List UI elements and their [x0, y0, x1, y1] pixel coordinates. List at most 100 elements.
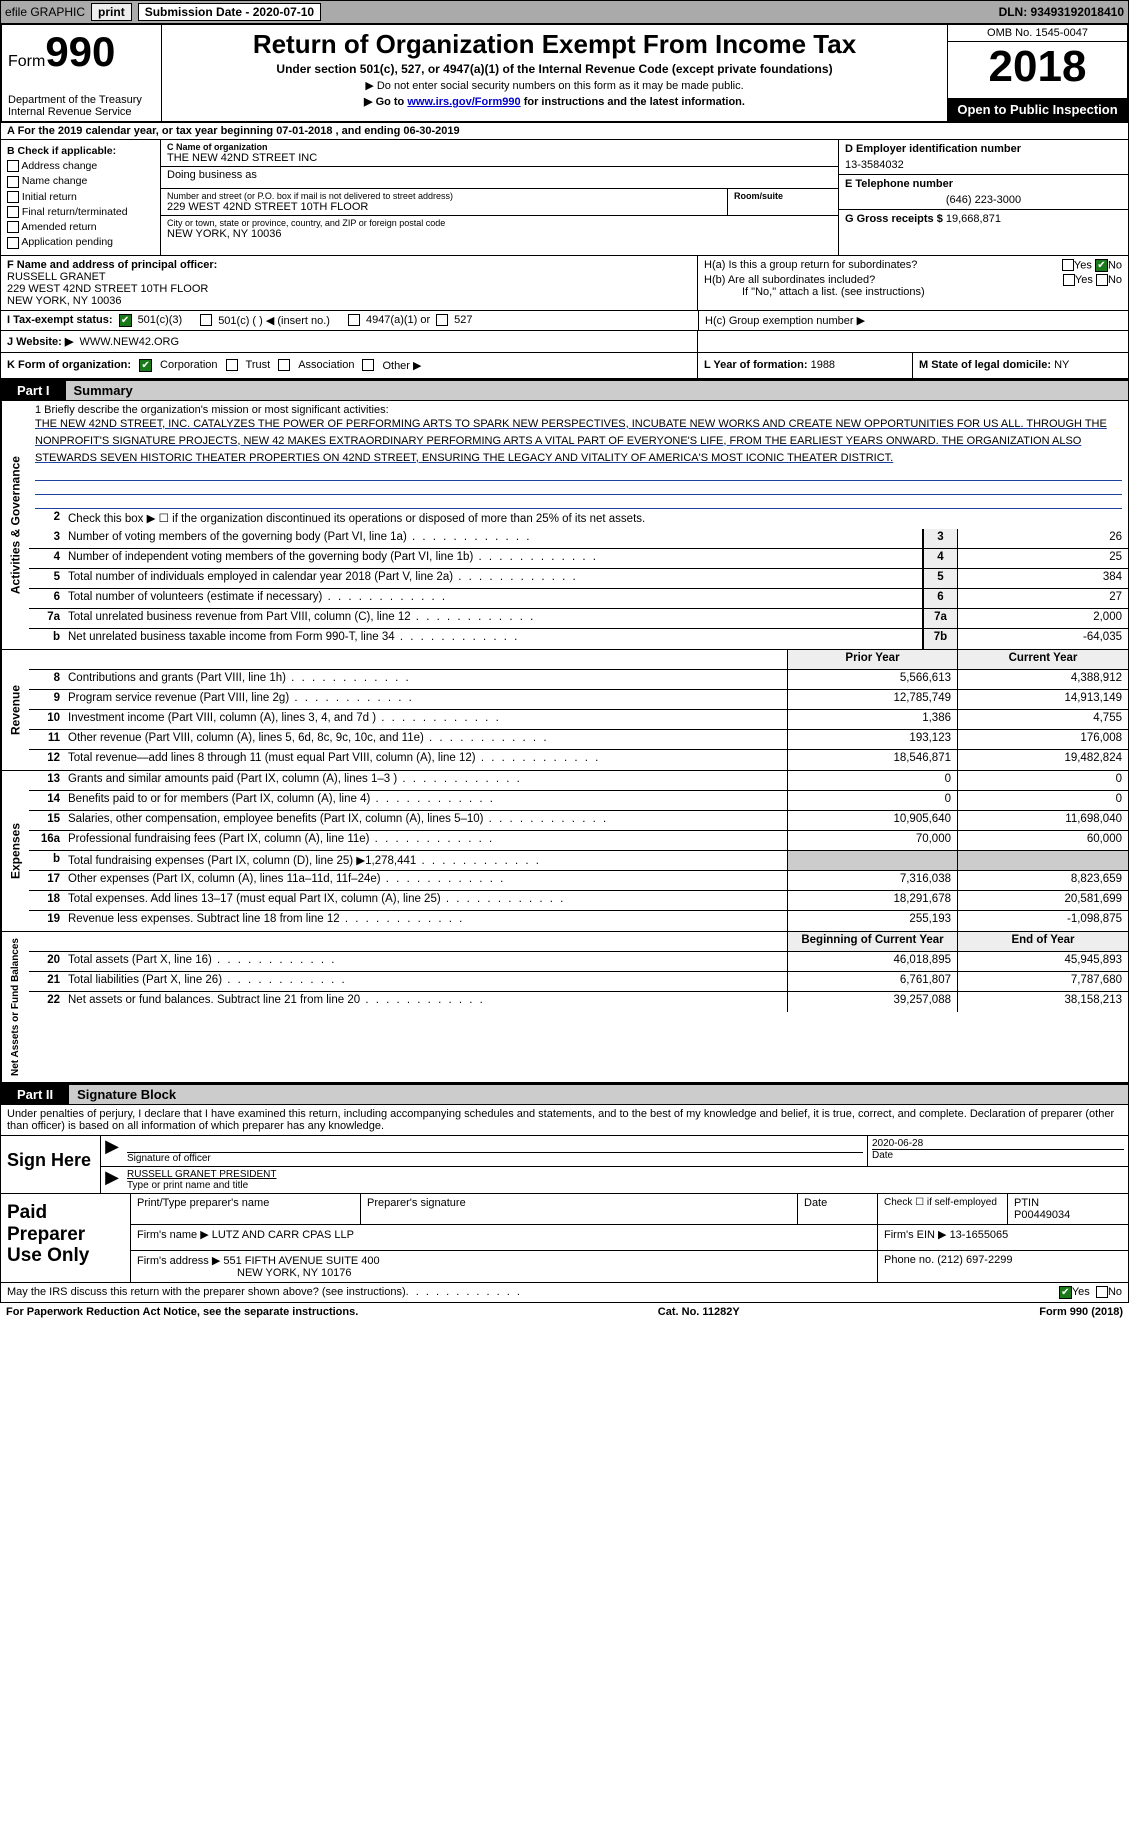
row-a-period: A For the 2019 calendar year, or tax yea…	[0, 123, 1129, 140]
tax-exempt-status: I Tax-exempt status: ✔ 501(c)(3) 501(c) …	[1, 311, 698, 330]
net-col-header: Beginning of Current Year End of Year	[29, 932, 1128, 952]
governance-section: Activities & Governance 1 Briefly descri…	[0, 401, 1129, 650]
table-row: 21Total liabilities (Part X, line 26)6,7…	[29, 972, 1128, 992]
discuss-row: May the IRS discuss this return with the…	[0, 1283, 1129, 1303]
table-row: 14Benefits paid to or for members (Part …	[29, 791, 1128, 811]
dba-cell: Doing business as	[161, 167, 838, 189]
chk-initial-return[interactable]	[7, 191, 19, 203]
principal-officer: F Name and address of principal officer:…	[1, 256, 698, 310]
discuss-yes[interactable]: ✔	[1059, 1286, 1072, 1299]
form-number: 990	[45, 28, 115, 75]
mission-text: THE NEW 42ND STREET, INC. CATALYZES THE …	[35, 418, 1107, 464]
form-word: Form	[8, 53, 45, 70]
paid-preparer-block: Paid Preparer Use Only Print/Type prepar…	[0, 1194, 1129, 1283]
table-row: bNet unrelated business taxable income f…	[29, 629, 1128, 649]
table-row: bTotal fundraising expenses (Part IX, co…	[29, 851, 1128, 871]
gross-receipts: G Gross receipts $ 19,668,871	[839, 210, 1128, 228]
table-row: 5Total number of individuals employed in…	[29, 569, 1128, 589]
side-net-assets: Net Assets or Fund Balances	[1, 932, 29, 1082]
chk-trust[interactable]	[226, 359, 238, 371]
signature-arrow-icon: ▶	[101, 1136, 123, 1166]
row-fh: F Name and address of principal officer:…	[0, 256, 1129, 311]
table-row: 6Total number of volunteers (estimate if…	[29, 589, 1128, 609]
name-arrow-icon: ▶	[101, 1167, 123, 1193]
chk-app-pending[interactable]	[7, 237, 19, 249]
hb-no[interactable]	[1096, 274, 1108, 286]
table-row: 17Other expenses (Part IX, column (A), l…	[29, 871, 1128, 891]
table-row: 2Check this box ▶ ☐ if the organization …	[29, 509, 1128, 529]
form-header: Form990 Department of the Treasury Inter…	[0, 24, 1129, 123]
ein-cell: D Employer identification number 13-3584…	[839, 140, 1128, 175]
goto-note: ▶ Go to www.irs.gov/Form990 for instruct…	[170, 95, 939, 108]
year-formation: L Year of formation: 1988	[698, 353, 913, 378]
table-row: 22Net assets or fund balances. Subtract …	[29, 992, 1128, 1012]
chk-address-change[interactable]	[7, 160, 19, 172]
preparer-sig-hdr: Preparer's signature	[361, 1194, 798, 1224]
dept-treasury: Department of the Treasury Internal Reve…	[8, 94, 155, 118]
chk-501c3[interactable]: ✔	[119, 314, 132, 327]
chk-final-return[interactable]	[7, 206, 19, 218]
expenses-section: Expenses 13Grants and similar amounts pa…	[0, 771, 1129, 932]
firm-address: Firm's address ▶ 551 FIFTH AVENUE SUITE …	[131, 1251, 878, 1282]
phone-cell: E Telephone number (646) 223-3000	[839, 175, 1128, 210]
net-assets-section: Net Assets or Fund Balances Beginning of…	[0, 932, 1129, 1083]
chk-amended[interactable]	[7, 221, 19, 233]
irs-link[interactable]: www.irs.gov/Form990	[407, 96, 520, 108]
preparer-date-hdr: Date	[798, 1194, 878, 1224]
table-row: 3Number of voting members of the governi…	[29, 529, 1128, 549]
row-i: I Tax-exempt status: ✔ 501(c)(3) 501(c) …	[0, 311, 1129, 331]
table-row: 15Salaries, other compensation, employee…	[29, 811, 1128, 831]
street-row: Number and street (or P.O. box if mail i…	[161, 189, 838, 216]
form-subtitle: Under section 501(c), 527, or 4947(a)(1)…	[170, 62, 939, 76]
ptin-cell: PTINP00449034	[1008, 1194, 1128, 1224]
hc-group-exemption: H(c) Group exemption number ▶	[698, 311, 1128, 330]
table-row: 4Number of independent voting members of…	[29, 549, 1128, 569]
efile-top-bar: efile GRAPHIC print Submission Date - 20…	[0, 0, 1129, 24]
chk-501c[interactable]	[200, 314, 212, 326]
table-row: 8Contributions and grants (Part VIII, li…	[29, 670, 1128, 690]
table-row: 11Other revenue (Part VIII, column (A), …	[29, 730, 1128, 750]
sign-here-block: Sign Here ▶ Signature of officer 2020-06…	[0, 1136, 1129, 1194]
discuss-no[interactable]	[1096, 1286, 1108, 1298]
form-title: Return of Organization Exempt From Incom…	[170, 29, 939, 60]
side-expenses: Expenses	[1, 771, 29, 931]
table-row: 10Investment income (Part VIII, column (…	[29, 710, 1128, 730]
chk-527[interactable]	[436, 314, 448, 326]
room-suite: Room/suite	[728, 189, 838, 215]
chk-other[interactable]	[362, 359, 374, 371]
firm-name: Firm's name ▶ LUTZ AND CARR CPAS LLP	[131, 1225, 878, 1250]
efile-label: efile GRAPHIC	[5, 5, 85, 19]
hb-yes[interactable]	[1063, 274, 1075, 286]
header-right: OMB No. 1545-0047 2018 Open to Public In…	[947, 25, 1127, 121]
city-cell: City or town, state or province, country…	[161, 216, 838, 242]
chk-assoc[interactable]	[278, 359, 290, 371]
print-button[interactable]: print	[91, 3, 132, 21]
part2-header: Part II Signature Block	[0, 1083, 1129, 1105]
officer-signature[interactable]: Signature of officer	[123, 1136, 868, 1166]
preparer-name-hdr: Print/Type preparer's name	[131, 1194, 361, 1224]
submission-date: Submission Date - 2020-07-10	[138, 3, 321, 21]
row-j: J Website: ▶ WWW.NEW42.ORG	[0, 331, 1129, 353]
header-left: Form990 Department of the Treasury Inter…	[2, 25, 162, 121]
ha-yes[interactable]	[1062, 259, 1074, 271]
ha-no[interactable]: ✔	[1095, 259, 1108, 272]
header-grid: B Check if applicable: Address change Na…	[0, 140, 1129, 256]
table-row: 12Total revenue—add lines 8 through 11 (…	[29, 750, 1128, 770]
part1-header: Part I Summary	[0, 379, 1129, 401]
mission-block: 1 Briefly describe the organization's mi…	[29, 401, 1128, 509]
state-domicile: M State of legal domicile: NY	[913, 353, 1128, 378]
side-revenue: Revenue	[1, 650, 29, 770]
chk-corp[interactable]: ✔	[139, 359, 152, 372]
col-deg: D Employer identification number 13-3584…	[838, 140, 1128, 255]
self-employed-chk[interactable]: Check ☐ if self-employed	[878, 1194, 1008, 1224]
open-inspection: Open to Public Inspection	[948, 98, 1127, 121]
h-block: H(a) Is this a group return for subordin…	[698, 256, 1128, 310]
chk-name-change[interactable]	[7, 176, 19, 188]
chk-4947[interactable]	[348, 314, 360, 326]
table-row: 13Grants and similar amounts paid (Part …	[29, 771, 1128, 791]
table-row: 7aTotal unrelated business revenue from …	[29, 609, 1128, 629]
header-mid: Return of Organization Exempt From Incom…	[162, 25, 947, 121]
sign-date: 2020-06-28 Date	[868, 1136, 1128, 1166]
ssn-warning: ▶ Do not enter social security numbers o…	[170, 79, 939, 92]
table-row: 20Total assets (Part X, line 16)46,018,8…	[29, 952, 1128, 972]
